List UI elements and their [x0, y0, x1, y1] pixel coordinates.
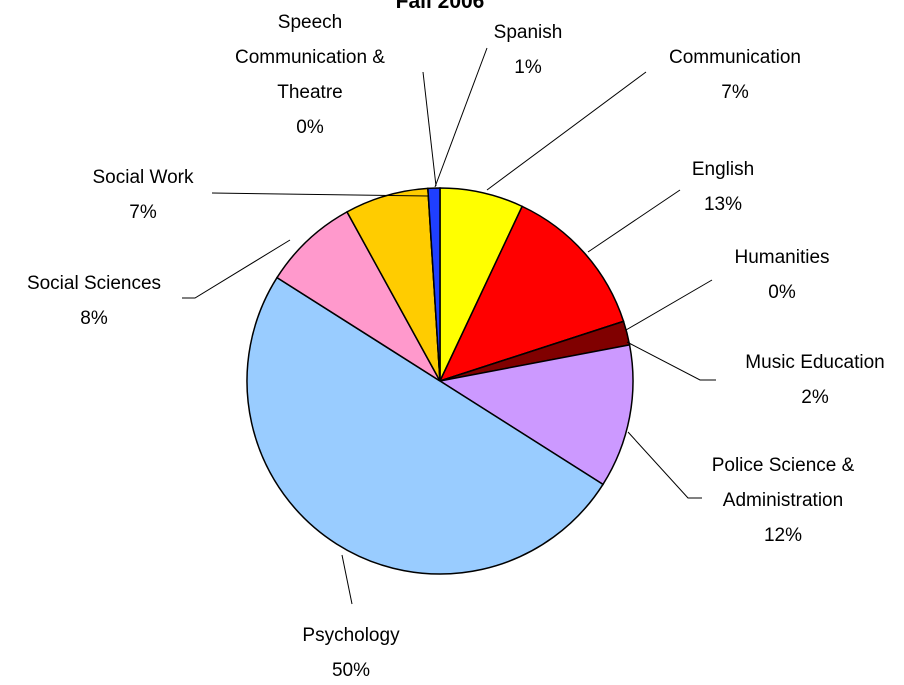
leader-line	[486, 71, 647, 191]
data-label: Music Education 2%	[715, 345, 904, 415]
data-label: Police Science & Administration 12%	[688, 448, 878, 553]
category-label: Speech Communication & Theatre	[235, 12, 385, 103]
value-label: 12%	[763, 525, 803, 546]
category-label: Communication	[669, 47, 801, 68]
leader-line	[422, 71, 437, 187]
leader-line	[341, 554, 353, 605]
value-label: 1%	[514, 57, 542, 78]
value-label: 7%	[721, 82, 749, 103]
category-label: Music Education	[745, 352, 885, 373]
chart-title: Fall 2006	[395, 0, 485, 13]
value-label: 8%	[80, 308, 108, 329]
leader-line	[587, 189, 681, 253]
data-label: Spanish 1%	[468, 15, 588, 85]
category-label: Police Science & Administration	[711, 455, 855, 511]
data-label: English 13%	[663, 152, 783, 222]
leader-line	[211, 192, 429, 197]
value-label: 2%	[801, 387, 829, 408]
category-label: Psychology	[302, 625, 400, 646]
data-label: Humanities 0%	[707, 240, 857, 310]
data-label: Psychology 50%	[276, 618, 426, 685]
category-label: Social Work	[92, 167, 194, 188]
data-label: Social Sciences 8%	[0, 266, 189, 336]
category-label: Humanities	[734, 247, 830, 268]
pie-slice	[438, 205, 625, 383]
pie-slice	[437, 343, 634, 486]
value-label: 50%	[331, 660, 371, 681]
category-label: Social Sciences	[26, 273, 162, 294]
pie-slice	[427, 187, 441, 382]
leader-line	[626, 341, 716, 381]
leader-line	[625, 279, 713, 331]
data-label: Social Work 7%	[68, 160, 218, 230]
value-label: 7%	[129, 202, 157, 223]
data-label: Communication 7%	[635, 40, 835, 110]
leader-line	[434, 47, 488, 188]
pie-slice	[246, 276, 604, 575]
data-label: Speech Communication & Theatre 0%	[215, 5, 405, 145]
leader-line	[182, 239, 291, 299]
pie-slice	[276, 210, 441, 382]
value-label: 0%	[768, 282, 796, 303]
category-label: Spanish	[493, 22, 563, 43]
value-label: 13%	[703, 194, 743, 215]
value-label: 0%	[296, 117, 324, 138]
leader-line	[627, 431, 702, 499]
category-label: English	[691, 159, 755, 180]
